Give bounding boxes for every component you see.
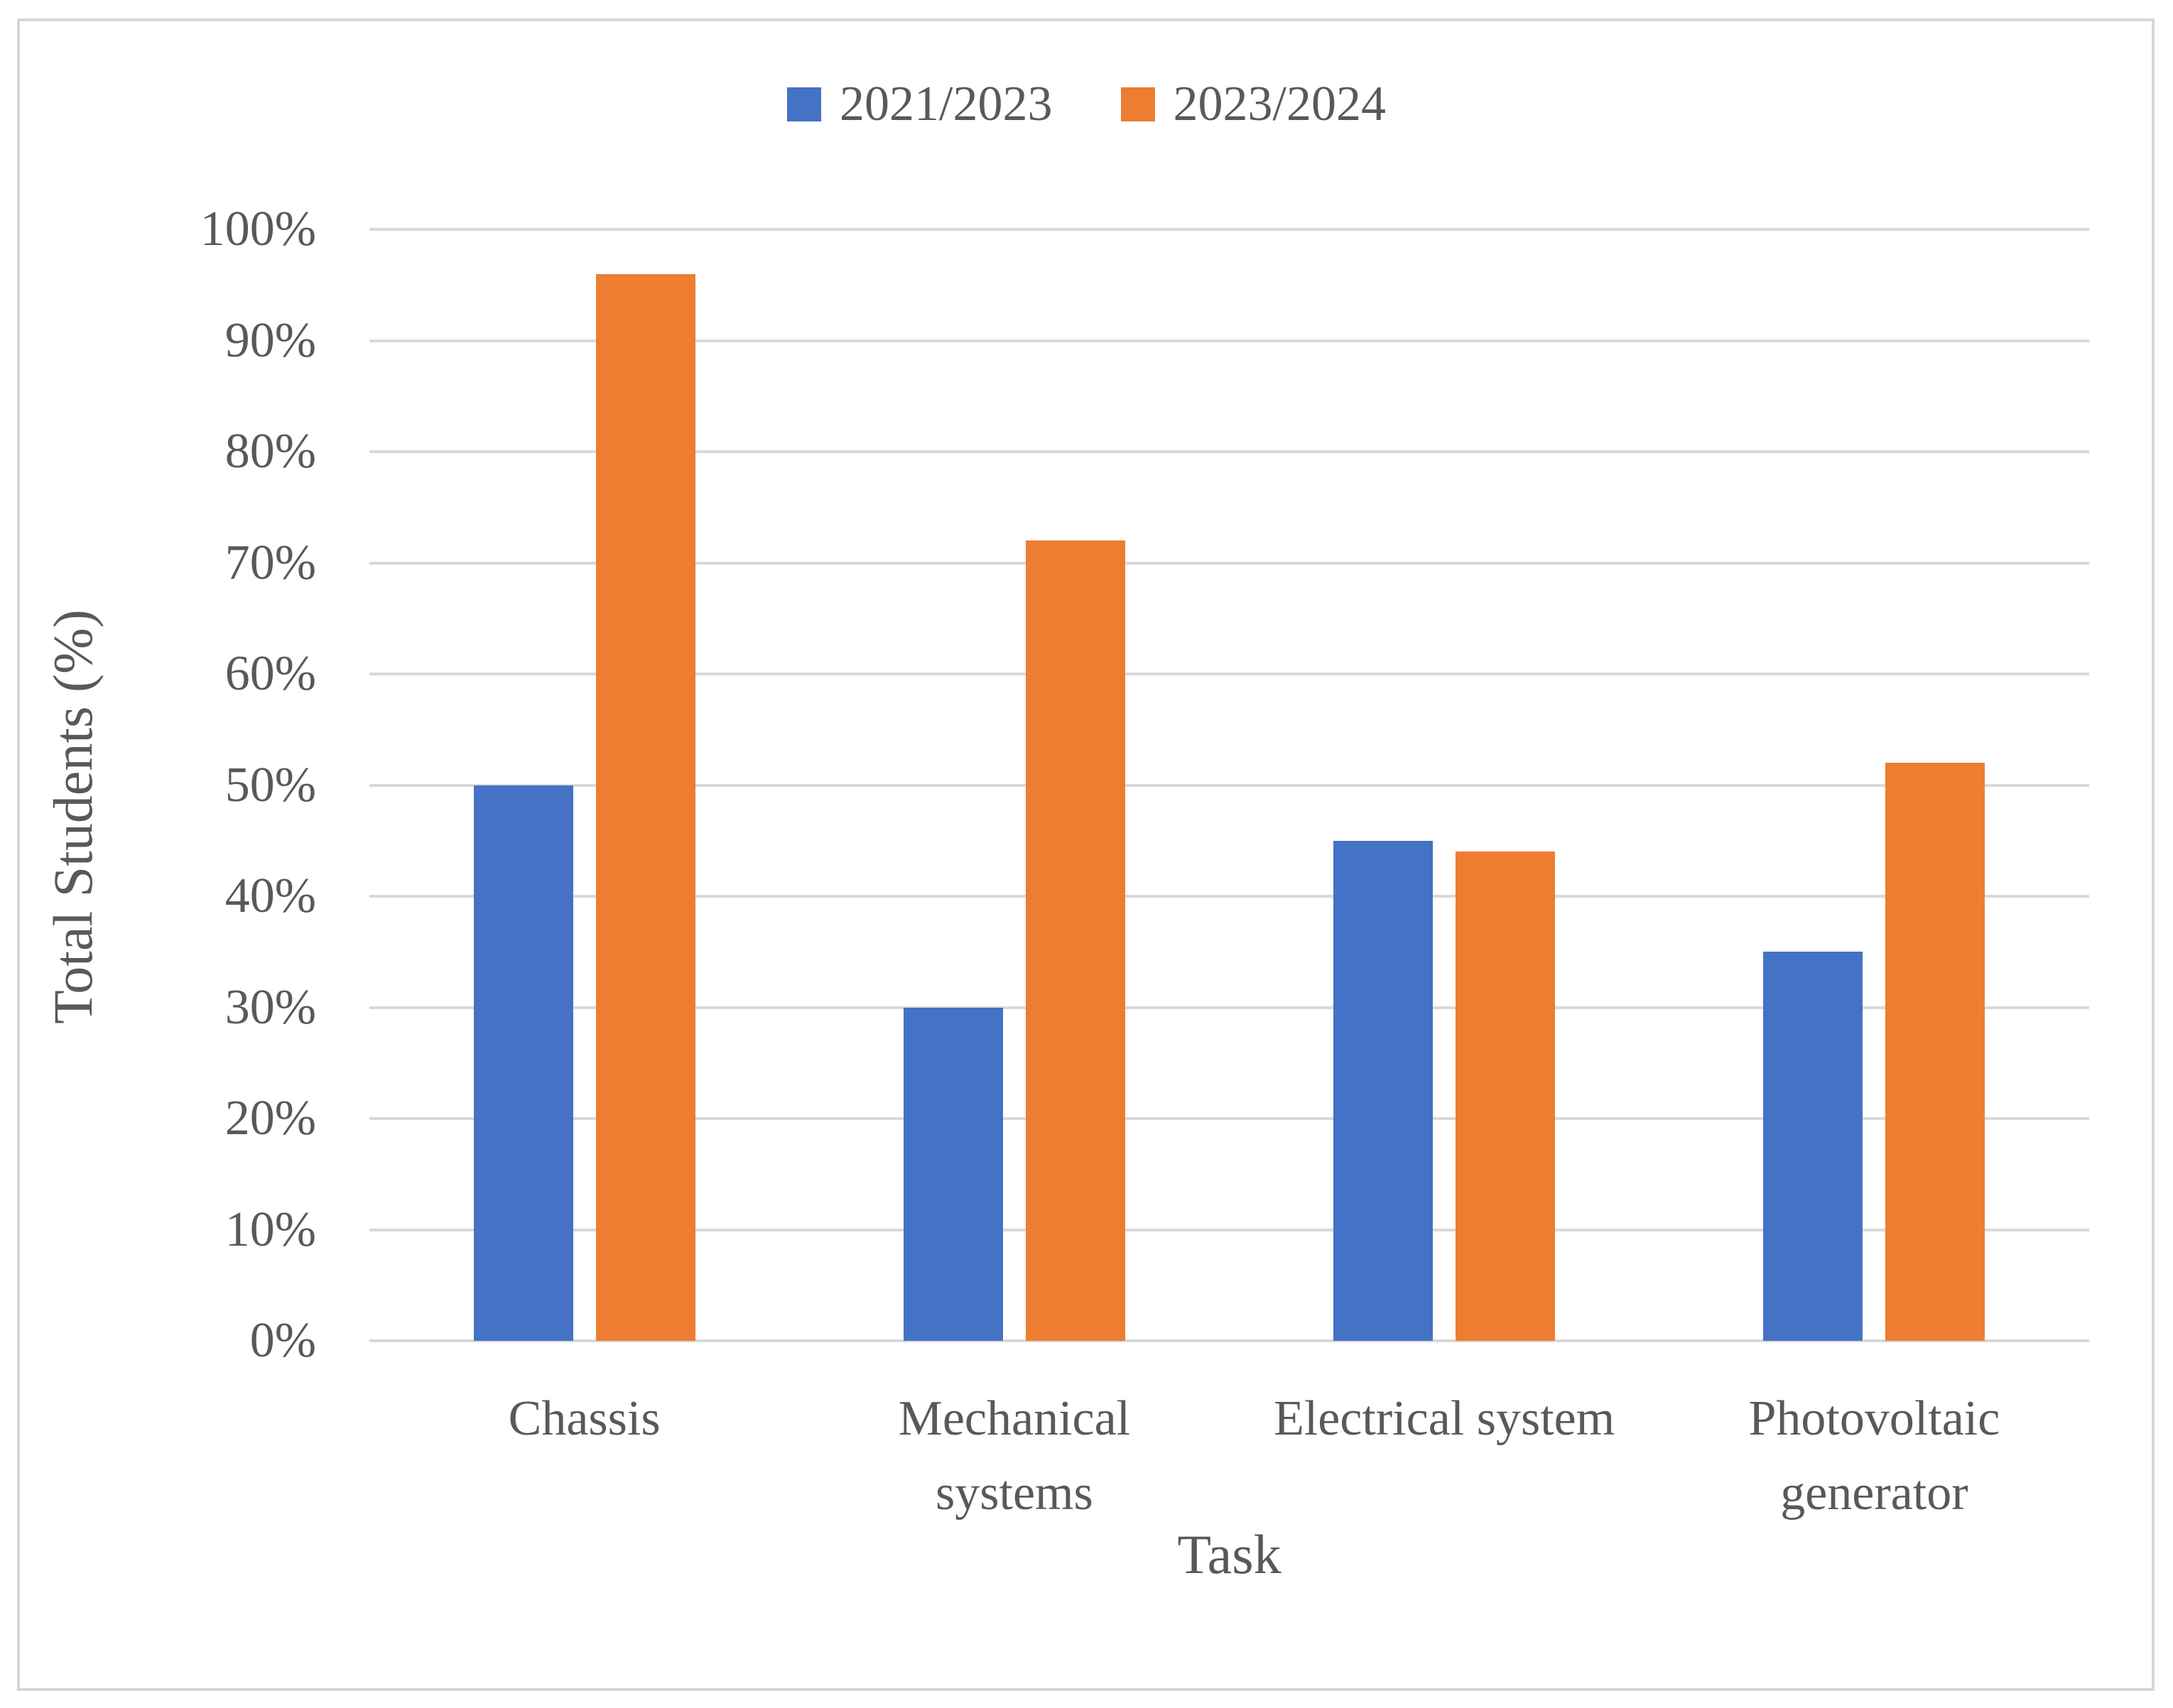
x-axis-category-labels: Chassis Mechanical systems Electrical syst… (369, 1381, 2089, 1530)
bar-group (1659, 229, 2089, 1341)
gridline (369, 1006, 2089, 1009)
gridline (369, 1228, 2089, 1231)
legend-label: 2021/2023 (840, 77, 1053, 131)
y-tick-label: 60% (224, 646, 316, 701)
legend-swatch-icon (787, 87, 822, 121)
y-tick-label: 0% (249, 1313, 316, 1368)
gridline (369, 673, 2089, 675)
category-label-cell: Electrical system (1230, 1381, 1659, 1530)
y-tick-label: 90% (224, 312, 316, 368)
category-label: Chassis (508, 1391, 661, 1446)
category-label-cell: Mechanical systems (799, 1381, 1229, 1530)
y-tick-label: 20% (224, 1091, 316, 1146)
gridline (369, 895, 2089, 898)
category-label-cell: Photovoltaic generator (1659, 1381, 2089, 1530)
gridline (369, 1117, 2089, 1120)
gridline (369, 450, 2089, 453)
gridline (369, 1339, 2089, 1342)
gridline (369, 561, 2089, 565)
y-axis-title: Total Students (%) (42, 609, 104, 1024)
x-axis-title: Task (1177, 1523, 1281, 1585)
bar-group (1230, 229, 1659, 1341)
bar-group (369, 229, 799, 1341)
category-label-cell: Chassis (369, 1381, 799, 1530)
bar (903, 1007, 1003, 1341)
bar (1025, 540, 1125, 1341)
chart-frame (17, 18, 2155, 1691)
plot-area (369, 228, 2089, 1342)
bar (473, 785, 573, 1341)
legend-label: 2023/2024 (1173, 77, 1386, 131)
y-axis-ticks: 0% 10% 20% 30% 40% 50% 60% 70% 80% 90% 100% (0, 205, 316, 1366)
bar (1763, 952, 1863, 1341)
bar (1333, 840, 1434, 1341)
category-label: Electrical system (1274, 1391, 1615, 1446)
bar (595, 273, 695, 1341)
gridline (369, 339, 2089, 342)
legend: 2021/2023 2023/2024 (0, 80, 2173, 129)
bar (1456, 852, 1556, 1341)
gridline (369, 228, 2089, 231)
category-label: Photovoltaic generator (1748, 1391, 2000, 1521)
y-tick-label: 80% (224, 424, 316, 479)
y-tick-label: 100% (200, 202, 316, 256)
y-tick-label: 30% (224, 979, 316, 1035)
bar (1885, 763, 1985, 1341)
legend-swatch-icon (1120, 87, 1155, 121)
category-label: Mechanical systems (898, 1391, 1131, 1521)
gridline (369, 783, 2089, 787)
legend-item: 2021/2023 (787, 77, 1053, 131)
bar-group (799, 229, 1229, 1341)
y-tick-label: 10% (224, 1202, 316, 1257)
y-tick-label: 70% (224, 535, 316, 590)
y-tick-label: 40% (224, 869, 316, 923)
y-tick-label: 50% (224, 757, 316, 812)
legend-item: 2023/2024 (1120, 77, 1386, 131)
